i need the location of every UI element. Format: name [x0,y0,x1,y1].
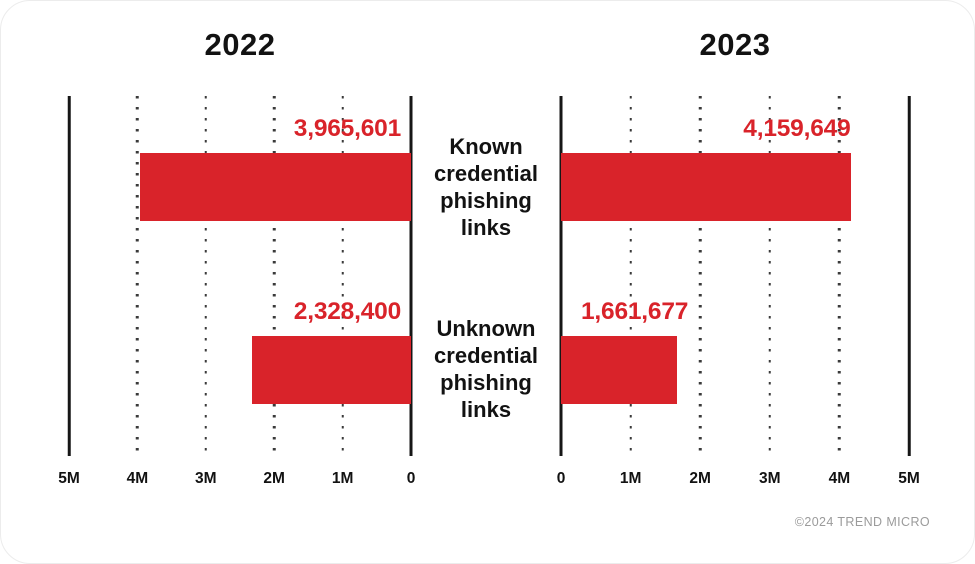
value-label-2023-unknown: 1,661,677 [581,298,689,325]
copyright-text: ©2024 TREND MICRO [794,515,930,529]
axis-tick-label: 2M [689,470,711,487]
gridline-2023-4m [838,96,841,456]
panel-title-2022: 2022 [204,27,276,62]
axis-ticks-2023: 0 1M 2M 3M 4M 5M [557,456,920,496]
value-label-2022-unknown: 2,328,400 [293,298,401,325]
panel-title-2023: 2023 [699,27,771,62]
bar-2023-known [561,153,851,221]
panel-2023: 4,159,649 1,661,677 0 1M 2M 3M 4M 5M [557,96,920,487]
axis-tick-label: 5M [898,470,920,487]
gridline-2022-4m [136,96,139,456]
bar-2023-unknown [561,336,677,404]
gridline-2022-1m [341,96,344,456]
gridline-2023-1m [629,96,632,456]
gridline-2023-3m [768,96,772,456]
value-label-2023-known: 4,159,649 [743,115,851,142]
category-label-unknown: Unknown credential phishing links [434,316,538,422]
bar-2022-known [139,153,411,221]
gridline-2022-2m [272,96,276,456]
axis-tick-label: 2M [263,470,285,487]
axis-tick-label: 0 [556,470,566,487]
bar-2022-unknown [251,336,411,404]
gridline-2022-3m [204,96,208,456]
axis-tick-label: 5M [58,470,80,487]
axis-tick-label: 3M [759,470,781,487]
axis-tick-label: 4M [828,470,851,487]
axis-tick-label: 3M [195,470,217,487]
value-label-2022-known: 3,965,601 [293,115,401,142]
axis-tick-label: 4M [126,470,149,487]
axis-line-2022-zero [409,96,413,456]
axis-ticks-2022: 5M 4M 3M 2M 1M 0 [58,456,415,496]
panel-2022: 3,965,601 2,328,400 5M 4M 3M 2M 1M 0 [58,96,415,487]
gridline-2023-2m [698,96,702,456]
axis-tick-label: 0 [406,470,416,487]
axis-tick-label: 1M [619,470,642,487]
category-label-known: Known credential phishing links [434,134,538,240]
axis-tick-label: 1M [331,470,354,487]
category-labels: Known credential phishing links Unknown … [419,96,553,456]
gridline-2023-5m [907,96,911,456]
axis-line-2023-zero [559,96,563,456]
gridline-2022-5m [67,96,71,456]
